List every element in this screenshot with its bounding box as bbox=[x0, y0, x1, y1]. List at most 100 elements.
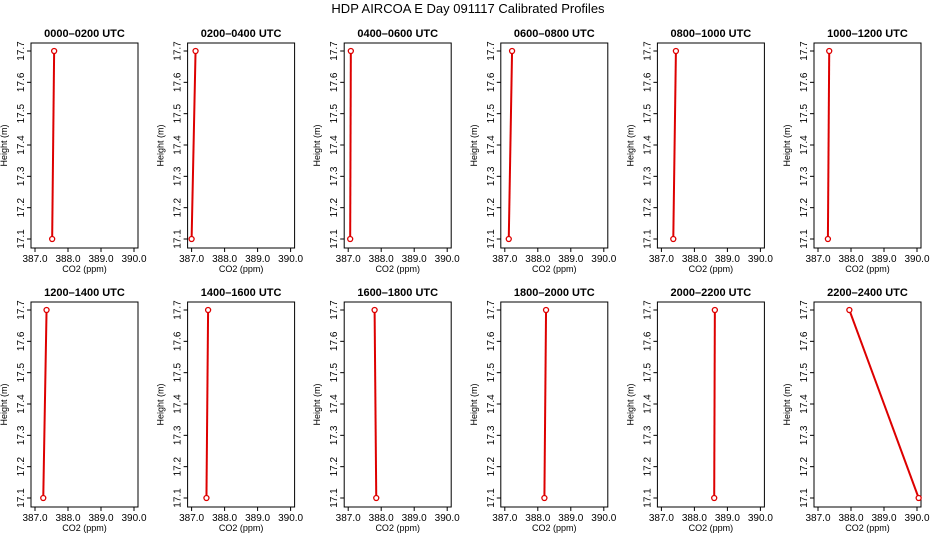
y-tick-label: 17.3 bbox=[642, 166, 653, 186]
panel-title: 1200–1400 UTC bbox=[44, 287, 125, 299]
x-tick-label: 388.0 bbox=[682, 513, 707, 524]
x-tick-label: 389.0 bbox=[402, 513, 427, 524]
y-tick-label: 17.6 bbox=[329, 72, 340, 92]
x-tick-label: 388.0 bbox=[525, 513, 550, 524]
profile-point bbox=[192, 47, 199, 55]
plot-frame bbox=[187, 42, 296, 249]
y-tick-label: 17.7 bbox=[486, 300, 497, 320]
y-tick-label: 17.7 bbox=[16, 41, 27, 61]
y-tick-label: 17.2 bbox=[486, 456, 497, 476]
profile-point bbox=[188, 235, 195, 243]
x-axis-label: CO2 (ppm) bbox=[845, 523, 890, 533]
y-tick-label: 17.4 bbox=[16, 394, 27, 414]
x-tick-label: 388.0 bbox=[55, 254, 80, 265]
y-tick-label: 17.4 bbox=[173, 135, 184, 155]
x-axis-label: CO2 (ppm) bbox=[689, 264, 734, 274]
profile-point bbox=[203, 494, 210, 502]
y-axis-label: Height (m) bbox=[156, 124, 166, 166]
x-tick-label: 387.0 bbox=[492, 513, 517, 524]
y-tick-label: 17.3 bbox=[16, 425, 27, 445]
x-tick-label: 388.0 bbox=[682, 254, 707, 265]
x-tick-label: 390.0 bbox=[435, 513, 460, 524]
x-tick-label: 388.0 bbox=[838, 254, 863, 265]
x-tick-label: 387.0 bbox=[22, 513, 47, 524]
x-tick-label: 387.0 bbox=[336, 513, 361, 524]
profile-line bbox=[349, 50, 352, 240]
y-tick-label: 17.1 bbox=[486, 488, 497, 508]
y-tick-label: 17.1 bbox=[329, 229, 340, 249]
x-tick-label: 390.0 bbox=[904, 513, 929, 524]
y-tick-label: 17.5 bbox=[642, 103, 653, 123]
y-axis-label: Height (m) bbox=[469, 124, 479, 166]
page-title: HDP AIRCOA E Day 091117 Calibrated Profi… bbox=[331, 1, 605, 16]
profile-point bbox=[846, 306, 853, 314]
y-tick-label: 17.3 bbox=[173, 166, 184, 186]
profile-point bbox=[49, 235, 56, 243]
y-axis-label: Height (m) bbox=[0, 383, 9, 425]
y-tick-label: 17.2 bbox=[16, 197, 27, 217]
y-tick-label: 17.2 bbox=[642, 456, 653, 476]
profile-point bbox=[43, 306, 50, 314]
panel-title: 1800–2000 UTC bbox=[514, 287, 595, 299]
plot-frame bbox=[30, 42, 139, 249]
x-tick-label: 387.0 bbox=[649, 513, 674, 524]
y-tick-label: 17.4 bbox=[799, 135, 810, 155]
panel-title: 1400–1600 UTC bbox=[201, 287, 282, 299]
x-tick-label: 387.0 bbox=[336, 254, 361, 265]
plot-frame bbox=[500, 42, 609, 249]
y-tick-label: 17.1 bbox=[799, 488, 810, 508]
y-tick-label: 17.7 bbox=[799, 300, 810, 320]
y-tick-label: 17.2 bbox=[799, 456, 810, 476]
x-axis-label: CO2 (ppm) bbox=[532, 264, 577, 274]
y-tick-label: 17.5 bbox=[16, 362, 27, 382]
x-axis-label: CO2 (ppm) bbox=[62, 264, 107, 274]
y-tick-label: 17.7 bbox=[799, 41, 810, 61]
plot-frame bbox=[813, 301, 922, 508]
profile-point bbox=[826, 47, 833, 55]
x-tick-label: 390.0 bbox=[591, 254, 616, 265]
y-tick-label: 17.1 bbox=[642, 488, 653, 508]
profile-point bbox=[347, 235, 354, 243]
y-tick-label: 17.1 bbox=[16, 229, 27, 249]
x-tick-label: 387.0 bbox=[179, 254, 204, 265]
x-axis-label: CO2 (ppm) bbox=[219, 523, 264, 533]
x-tick-label: 387.0 bbox=[805, 513, 830, 524]
y-tick-label: 17.5 bbox=[173, 362, 184, 382]
x-tick-label: 389.0 bbox=[871, 513, 896, 524]
plot-frame bbox=[343, 42, 452, 249]
x-axis-label: CO2 (ppm) bbox=[532, 523, 577, 533]
y-tick-label: 17.1 bbox=[329, 488, 340, 508]
y-tick-label: 17.7 bbox=[486, 41, 497, 61]
y-tick-label: 17.2 bbox=[173, 456, 184, 476]
x-axis-label: CO2 (ppm) bbox=[375, 523, 420, 533]
y-axis-label: Height (m) bbox=[782, 383, 792, 425]
profile-point bbox=[824, 235, 832, 243]
profile-point bbox=[40, 494, 47, 502]
y-tick-label: 17.5 bbox=[173, 103, 184, 123]
y-axis-label: Height (m) bbox=[782, 124, 792, 166]
profile-line bbox=[543, 309, 548, 499]
x-tick-label: 389.0 bbox=[88, 254, 113, 265]
profile-line bbox=[190, 50, 197, 240]
y-tick-label: 17.4 bbox=[642, 135, 653, 155]
profile-line bbox=[826, 50, 831, 240]
profile-point bbox=[204, 306, 212, 314]
x-tick-label: 390.0 bbox=[121, 254, 146, 265]
profile-point bbox=[50, 47, 58, 55]
y-tick-label: 17.1 bbox=[16, 488, 27, 508]
y-tick-label: 17.6 bbox=[642, 72, 653, 92]
profile-line bbox=[205, 309, 210, 499]
x-axis-label: CO2 (ppm) bbox=[845, 264, 890, 274]
y-tick-label: 17.5 bbox=[486, 362, 497, 382]
y-tick-label: 17.4 bbox=[486, 394, 497, 414]
y-axis-label: Height (m) bbox=[156, 383, 166, 425]
y-tick-label: 17.5 bbox=[642, 362, 653, 382]
x-tick-label: 390.0 bbox=[748, 254, 773, 265]
x-tick-label: 389.0 bbox=[871, 254, 896, 265]
x-tick-label: 390.0 bbox=[904, 254, 929, 265]
y-tick-label: 17.2 bbox=[329, 197, 340, 217]
y-tick-label: 17.2 bbox=[173, 197, 184, 217]
y-tick-label: 17.3 bbox=[642, 425, 653, 445]
profile-point bbox=[371, 306, 378, 314]
x-axis-label: CO2 (ppm) bbox=[62, 523, 107, 533]
